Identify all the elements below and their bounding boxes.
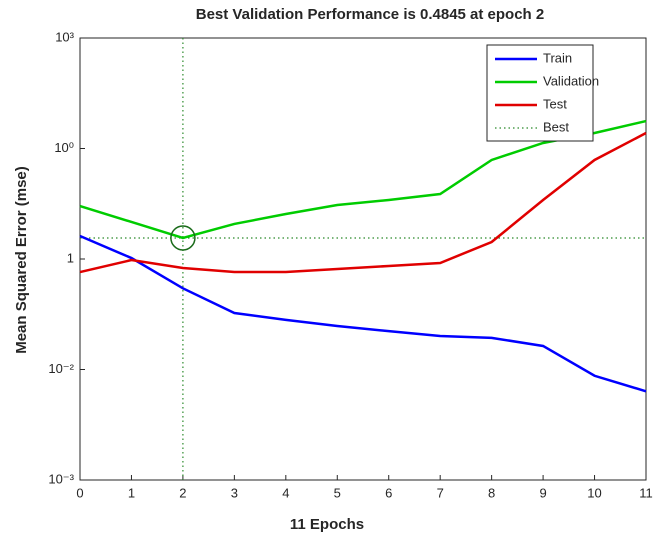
chart-title: Best Validation Performance is 0.4845 at… (196, 6, 544, 23)
legend-label: Validation (543, 73, 599, 88)
legend-label: Best (543, 119, 569, 134)
y-tick-label: 10⁰ (54, 140, 74, 155)
x-tick-label: 2 (179, 485, 186, 500)
legend-label: Test (543, 96, 567, 111)
y-tick-label: 10⁻³ (48, 471, 74, 486)
x-tick-label: 5 (334, 485, 341, 500)
best-marker (170, 225, 196, 251)
x-tick-label: 7 (437, 485, 444, 500)
y-tick-label: 10⁻² (48, 361, 74, 376)
series-line (79, 131, 647, 274)
x-tick-label: 11 (639, 485, 653, 500)
x-tick-label: 6 (385, 485, 392, 500)
x-tick-label: 10 (587, 485, 601, 500)
x-tick-label: 9 (539, 485, 546, 500)
y-tick-label: 1 (67, 250, 74, 265)
series-line (79, 234, 647, 393)
x-tick-label: 4 (282, 485, 289, 500)
legend-label: Train (543, 50, 572, 65)
x-axis-label: 11 Epochs (290, 516, 364, 533)
y-axis-label: Mean Squared Error (mse) (13, 166, 30, 354)
x-tick-label: 0 (76, 485, 83, 500)
y-tick-label: 10³ (55, 29, 74, 44)
x-tick-label: 8 (488, 485, 495, 500)
x-tick-label: 3 (231, 485, 238, 500)
legend-box (486, 44, 594, 142)
x-tick-label: 1 (128, 485, 135, 500)
